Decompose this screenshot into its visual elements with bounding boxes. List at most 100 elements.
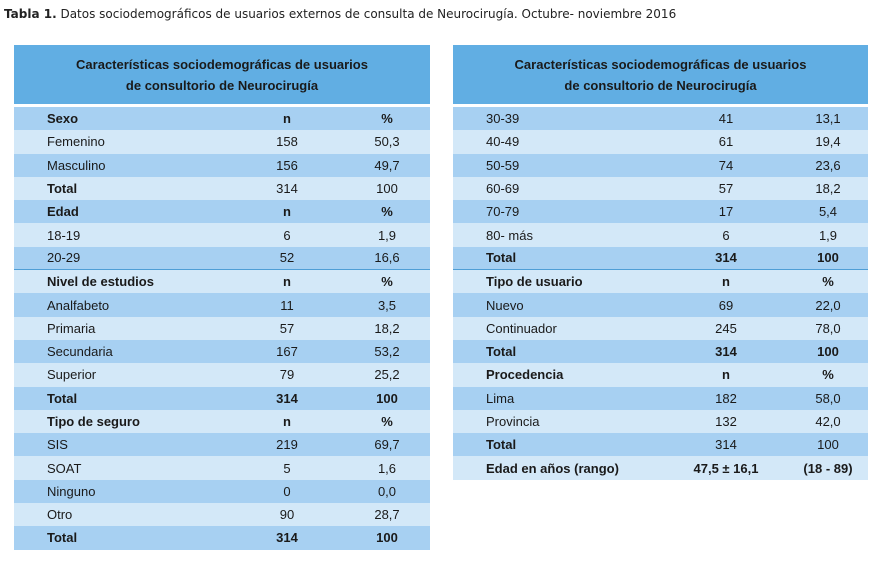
row-label: 40-49	[486, 134, 520, 150]
row-n: 69	[718, 297, 734, 313]
row-percent: 49,7	[374, 157, 400, 173]
left-table: Características sociodemográficas de usu…	[14, 45, 430, 550]
table-row: Nivel de estudios n%	[14, 270, 430, 294]
row-percent: 23,6	[815, 157, 841, 173]
row-label: 60-69	[486, 181, 520, 197]
table-row: Superior 79 25,2	[14, 363, 430, 387]
table-row: Edad n%	[14, 200, 430, 224]
row-n: 52	[279, 250, 295, 266]
table-row: 18-19 6 1,9	[14, 223, 430, 247]
row-n: 219	[276, 437, 298, 453]
table-row: Total 314 100	[14, 386, 430, 410]
row-n: n	[722, 367, 730, 383]
row-percent: 3,5	[377, 297, 397, 313]
row-n: 314	[276, 530, 298, 546]
right-table: Características sociodemográficas de usu…	[453, 45, 868, 480]
header-gap	[14, 104, 430, 107]
row-n: n	[283, 204, 291, 220]
row-n: 167	[276, 344, 298, 360]
row-label: Primaria	[47, 320, 96, 336]
row-n: 156	[276, 157, 298, 173]
table-row: SIS 219 69,7	[14, 433, 430, 457]
table-row: 50-59 74 23,6	[453, 153, 868, 177]
row-n: 158	[276, 134, 298, 150]
row-percent: %	[381, 414, 393, 429]
row-n: 79	[279, 367, 295, 383]
row-label: Total	[486, 250, 517, 266]
row-n: 314	[276, 181, 298, 197]
table-row: Total 314 100	[453, 433, 868, 457]
table-row: Nuevo 69 22,0	[453, 293, 868, 317]
table-row: Ninguno 0 0,0	[14, 479, 430, 504]
row-label: Sexo	[47, 111, 79, 127]
header-gap	[453, 104, 868, 107]
row-percent: 1,9	[377, 227, 397, 243]
row-label: Total	[47, 390, 78, 406]
right-table-header: Características sociodemográficas de usu…	[453, 45, 868, 104]
table-row: Tipo de seguro n%	[14, 409, 430, 434]
table-row: 30-39 41 13,1	[453, 107, 868, 131]
row-n: n	[283, 111, 291, 127]
left-table-header: Características sociodemográficas de usu…	[14, 45, 430, 104]
row-label: Tipo de usuario	[486, 274, 583, 290]
row-n: n	[722, 274, 730, 290]
left-header-line2: de consultorio de Neurocirugía	[125, 77, 319, 93]
row-percent: 22,0	[815, 297, 841, 313]
row-percent: %	[822, 367, 834, 383]
row-percent: 100	[817, 250, 839, 266]
right-header-line1: Características sociodemográficas de usu…	[514, 56, 807, 72]
row-n: 132	[715, 414, 737, 429]
row-n: 17	[718, 204, 734, 220]
table-row: Sexo n%	[14, 107, 430, 131]
table-row: Otro 90 28,7	[14, 503, 430, 527]
row-label: Otro	[47, 507, 73, 523]
row-label: Nuevo	[486, 297, 524, 313]
row-n: 47,5 ± 16,1	[693, 460, 759, 476]
row-percent: %	[381, 204, 393, 220]
table-caption: Tabla 1. Datos sociodemográficos de usua…	[4, 7, 676, 21]
table-row: 80- más 6 1,9	[453, 223, 868, 247]
table-row: 20-29 52 16,6	[14, 246, 430, 271]
left-table-body: Sexo n% Femenino 158 50,3 Masculino 156 49,7 Tot…	[14, 107, 430, 550]
table-row: Lima 182 58,0	[453, 386, 868, 410]
row-label: SOAT	[47, 460, 82, 476]
table-row: Primaria 57 18,2	[14, 316, 430, 340]
row-label: Provincia	[486, 414, 540, 429]
row-percent: 69,7	[374, 437, 400, 453]
row-n: 5	[283, 460, 291, 476]
caption-text: Datos sociodemográficos de usuarios exte…	[60, 7, 677, 21]
row-n: 11	[280, 297, 294, 313]
row-n: 245	[715, 320, 737, 336]
row-n: 90	[279, 507, 295, 523]
table-row: Continuador 245 78,0	[453, 316, 868, 340]
row-percent: 16,6	[374, 250, 400, 266]
row-label: Ninguno	[47, 483, 96, 499]
table-row: Provincia 132 42,0	[453, 409, 868, 434]
row-n: 314	[715, 437, 737, 453]
row-label: 18-19	[47, 227, 81, 243]
row-percent: 58,0	[815, 390, 841, 406]
table-row: Analfabeto 11 3,5	[14, 293, 430, 317]
row-percent: 100	[376, 181, 398, 197]
row-percent: 100	[817, 437, 839, 453]
caption-label: Tabla 1.	[4, 7, 57, 21]
row-n: 6	[722, 227, 730, 243]
row-percent: 100	[376, 530, 398, 546]
row-label: Total	[47, 181, 78, 197]
table-row: Total 314 100	[453, 246, 868, 271]
table-row: Total 314 100	[14, 526, 430, 550]
row-percent: (18 - 89)	[803, 460, 853, 476]
row-percent: 1,9	[818, 227, 838, 243]
row-label: Continuador	[486, 320, 557, 336]
left-header-line1: Características sociodemográficas de usu…	[76, 56, 368, 72]
row-label: 30-39	[486, 111, 520, 127]
row-n: 41	[718, 111, 734, 127]
row-n: 57	[279, 320, 295, 336]
row-n: 314	[276, 390, 298, 406]
row-percent: 18,2	[374, 320, 400, 336]
row-n: 61	[718, 134, 734, 150]
row-label: Analfabeto	[47, 297, 110, 313]
row-percent: 5,4	[818, 204, 838, 220]
row-label: Masculino	[47, 157, 106, 173]
row-label: SIS	[47, 437, 68, 453]
